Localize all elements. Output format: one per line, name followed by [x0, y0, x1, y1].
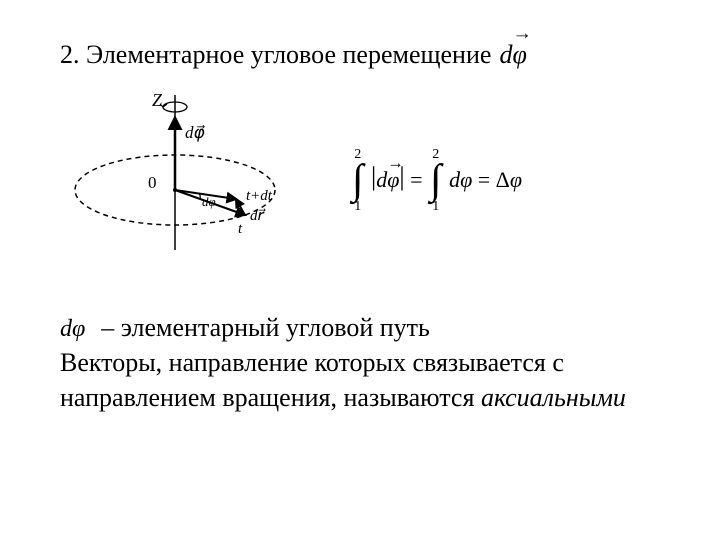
angle-label: dφ — [202, 194, 216, 209]
title-text: Элементарное угловое перемещение — [86, 40, 491, 70]
integral-1: 2 ∫ 1 — [352, 159, 364, 201]
title-symbol-d: d — [499, 40, 512, 69]
axial-term: аксиальными — [481, 383, 626, 412]
figure-row: Z 0 dφ⃗ dφ t+dt t dr⃗ 2 ∫ 1 |dφ| = 2 ∫ 1 — [60, 80, 670, 280]
inline-dphi-phi: φ — [72, 316, 85, 342]
int2-sym: ∫ — [430, 159, 442, 201]
rotation-diagram: Z 0 dφ⃗ dφ t+dt t dr⃗ — [60, 80, 290, 280]
int2-lower: 1 — [432, 199, 439, 215]
dphi-vec-label: dφ⃗ — [185, 123, 206, 142]
int2-upper: 2 — [432, 147, 439, 163]
inline-dphi: dφ — [60, 316, 91, 342]
dr-label: dr⃗ — [250, 208, 266, 224]
int1-lower: 1 — [354, 199, 361, 215]
integrand1-d: d — [376, 167, 387, 193]
int1-upper: 2 — [354, 147, 361, 163]
body-line1: – элементарный угловой путь — [101, 313, 430, 342]
integrand1-phi: φ — [387, 167, 399, 193]
title-symbol-dphi: dφ — [499, 40, 526, 70]
page-title: 2. Элементарное угловое перемещение dφ — [60, 40, 670, 70]
int1-sym: ∫ — [352, 159, 364, 201]
delta-phi: φ — [510, 167, 522, 193]
title-symbol-phi: φ — [512, 40, 526, 70]
origin-label: 0 — [148, 173, 157, 192]
integrand2-d: d — [449, 167, 460, 193]
integral-equation: 2 ∫ 1 |dφ| = 2 ∫ 1 dφ = Δφ — [350, 159, 522, 201]
eq-sign-2: = — [478, 167, 490, 193]
body-line2-wrap: Векторы, направление которых связывается… — [60, 345, 670, 415]
eq-sign-1: = — [410, 167, 422, 193]
inline-dphi-d: d — [60, 316, 72, 342]
integral-2: 2 ∫ 1 — [430, 159, 442, 201]
origin-dot — [173, 188, 177, 192]
body-line1-wrap: dφ – элементарный угловой путь — [60, 310, 670, 345]
z-axis-label: Z — [152, 90, 163, 110]
body-text: dφ – элементарный угловой путь Векторы, … — [60, 310, 670, 416]
title-number: 2. — [60, 40, 80, 70]
integrand2-phi: φ — [460, 167, 472, 193]
delta-sym: Δ — [496, 167, 510, 193]
t-label: t — [238, 221, 243, 237]
tdt-label: t+dt — [246, 188, 273, 204]
